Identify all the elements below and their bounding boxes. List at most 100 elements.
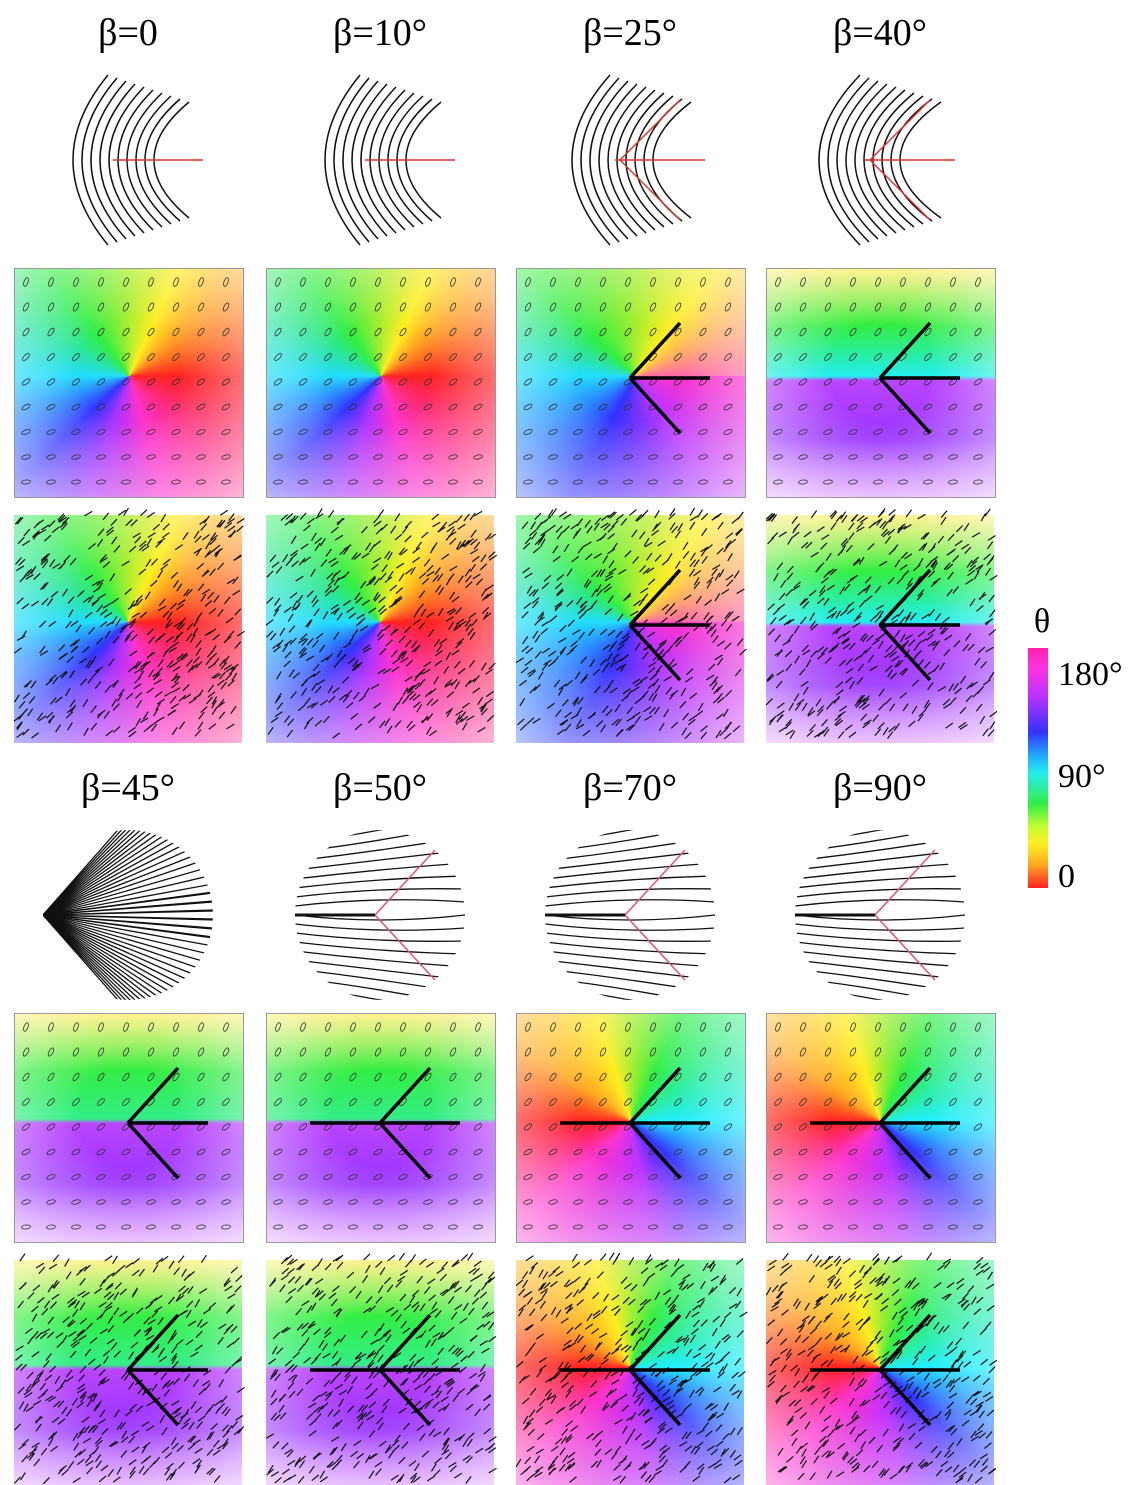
noise-stroke [431, 545, 436, 553]
director-glyph [548, 378, 558, 387]
director-glyph [71, 1123, 81, 1132]
noise-stroke [768, 1381, 775, 1387]
noise-stroke [768, 604, 775, 610]
noise-stroke [691, 553, 696, 561]
streamline [295, 942, 465, 954]
noise-stroke [481, 589, 486, 597]
noise-stroke [70, 670, 75, 678]
director-glyph [298, 352, 307, 361]
director-glyph [398, 428, 408, 435]
noise-stroke [824, 1416, 831, 1421]
director-glyph [298, 403, 308, 411]
noise-stroke [948, 572, 953, 579]
noise-stroke [412, 1290, 419, 1296]
noise-stroke [184, 1418, 191, 1424]
noise-stroke [804, 1373, 809, 1380]
noise-stroke [647, 553, 652, 560]
noise-stroke [179, 1286, 186, 1292]
noise-stroke [67, 723, 72, 731]
noise-stroke [899, 1308, 906, 1313]
noise-stroke [635, 643, 640, 650]
director-glyph [21, 480, 30, 485]
noise-stroke [470, 632, 475, 639]
noise-stroke [624, 1283, 631, 1288]
noise-stroke [471, 530, 476, 537]
noise-stroke [895, 1299, 902, 1305]
noise-stroke [113, 1477, 120, 1482]
noise-stroke [892, 1290, 899, 1296]
noise-stroke [681, 688, 686, 696]
director-glyph [698, 1173, 708, 1180]
director-glyph [448, 352, 457, 361]
noise-stroke [972, 533, 980, 538]
noise-stroke [860, 650, 866, 657]
noise-stroke [807, 1254, 812, 1261]
noise-stroke [285, 1360, 292, 1366]
noise-stroke [635, 1434, 641, 1441]
noise-stroke [489, 1468, 497, 1473]
noise-stroke [356, 620, 363, 626]
director-glyph [96, 1123, 106, 1132]
director-glyph [948, 1148, 958, 1156]
noise-stroke [855, 1434, 860, 1442]
noise-stroke [608, 526, 614, 532]
noise-stroke [883, 728, 888, 736]
noise-stroke [378, 1285, 383, 1293]
defect-arm [630, 1068, 680, 1123]
noise-stroke [129, 546, 136, 552]
director-glyph [874, 327, 883, 337]
noise-stroke [870, 1278, 876, 1284]
noise-stroke [579, 1287, 586, 1293]
director-glyph [623, 1199, 633, 1205]
noise-stroke [531, 1262, 538, 1268]
noise-stroke [454, 661, 460, 668]
noise-stroke [187, 660, 193, 667]
noise-stroke [945, 1467, 952, 1473]
director-glyph [373, 1148, 383, 1156]
noise-stroke [158, 570, 163, 578]
noise-stroke [220, 510, 227, 515]
noise-stroke [349, 613, 356, 618]
noise-stroke [979, 1433, 986, 1439]
noise-stroke [868, 544, 874, 550]
noise-stroke [686, 669, 693, 675]
noise-stroke [459, 1367, 466, 1373]
noise-stroke [235, 609, 241, 616]
director-glyph [197, 1072, 206, 1082]
noise-stroke [83, 699, 88, 707]
noise-stroke [91, 706, 97, 713]
director-glyph [373, 1173, 383, 1180]
noise-stroke [701, 1320, 707, 1326]
noise-stroke [630, 1429, 635, 1437]
director-glyph [948, 454, 958, 460]
noise-stroke [827, 1471, 832, 1479]
noise-stroke [990, 711, 997, 716]
noise-stroke [315, 686, 321, 693]
noise-stroke [620, 1476, 626, 1483]
noise-stroke [947, 1402, 953, 1408]
director-glyph [898, 454, 908, 460]
director-glyph [423, 378, 433, 387]
noise-stroke [288, 719, 294, 726]
noise-stroke [958, 1361, 963, 1368]
noise-stroke [987, 1305, 994, 1310]
noise-stroke [320, 1477, 327, 1482]
director-glyph [649, 1072, 658, 1082]
noise-stroke [737, 1288, 742, 1296]
noise-stroke [809, 1316, 815, 1323]
noise-stroke [14, 648, 21, 653]
noise-stroke [195, 1448, 203, 1453]
noise-stroke [943, 699, 950, 705]
noise-stroke [919, 639, 927, 644]
noise-stroke [446, 652, 451, 660]
director-glyph [221, 1123, 231, 1132]
director-glyph [21, 1225, 30, 1230]
streamline [545, 824, 715, 852]
noise-stroke [465, 1285, 471, 1292]
director-glyph [723, 1148, 733, 1156]
noise-stroke [73, 1478, 81, 1483]
noise-stroke [712, 515, 720, 520]
noise-stroke [425, 691, 432, 697]
noise-stroke [524, 1466, 531, 1472]
noise-stroke [414, 610, 419, 618]
